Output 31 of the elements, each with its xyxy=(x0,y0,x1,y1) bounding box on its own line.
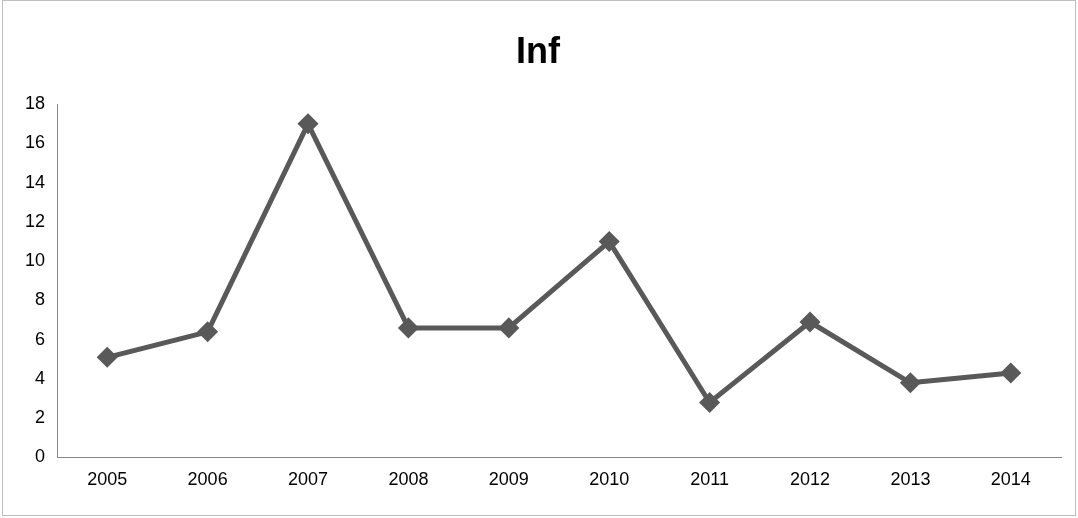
y-tick-label: 18 xyxy=(24,93,46,114)
point xyxy=(599,232,619,252)
point xyxy=(499,318,519,338)
y-tick-label: 12 xyxy=(24,210,46,231)
point xyxy=(398,318,418,338)
y-tick-label: 10 xyxy=(24,250,46,271)
point xyxy=(298,114,318,134)
x-tick-label: 2012 xyxy=(789,469,831,490)
x-tick-label: 2009 xyxy=(488,469,529,490)
point xyxy=(97,347,117,367)
y-tick-label: 4 xyxy=(35,367,46,388)
x-tick-label: 2014 xyxy=(990,469,1031,490)
y-tick-label: 6 xyxy=(35,328,46,349)
x-tick-label: 2010 xyxy=(589,469,630,490)
x-tick-label: 2008 xyxy=(388,469,429,490)
y-tick-label: 2 xyxy=(35,407,46,428)
x-tick-label: 2013 xyxy=(890,469,931,490)
y-tick-label: 14 xyxy=(24,171,46,192)
point xyxy=(198,322,218,342)
point xyxy=(700,392,720,412)
x-tick-label: 2005 xyxy=(87,469,128,490)
x-tick-label: 2006 xyxy=(187,469,228,490)
y-tick-label: 8 xyxy=(35,289,46,310)
y-tick-label: 16 xyxy=(24,132,46,153)
x-tick-label: 2011 xyxy=(690,469,729,490)
x-tick-label: 2007 xyxy=(287,469,329,490)
y-tick-label: 0 xyxy=(35,446,46,467)
point xyxy=(900,373,920,393)
point xyxy=(1001,363,1021,383)
chart-title: Inf xyxy=(516,29,561,71)
point xyxy=(800,312,820,332)
